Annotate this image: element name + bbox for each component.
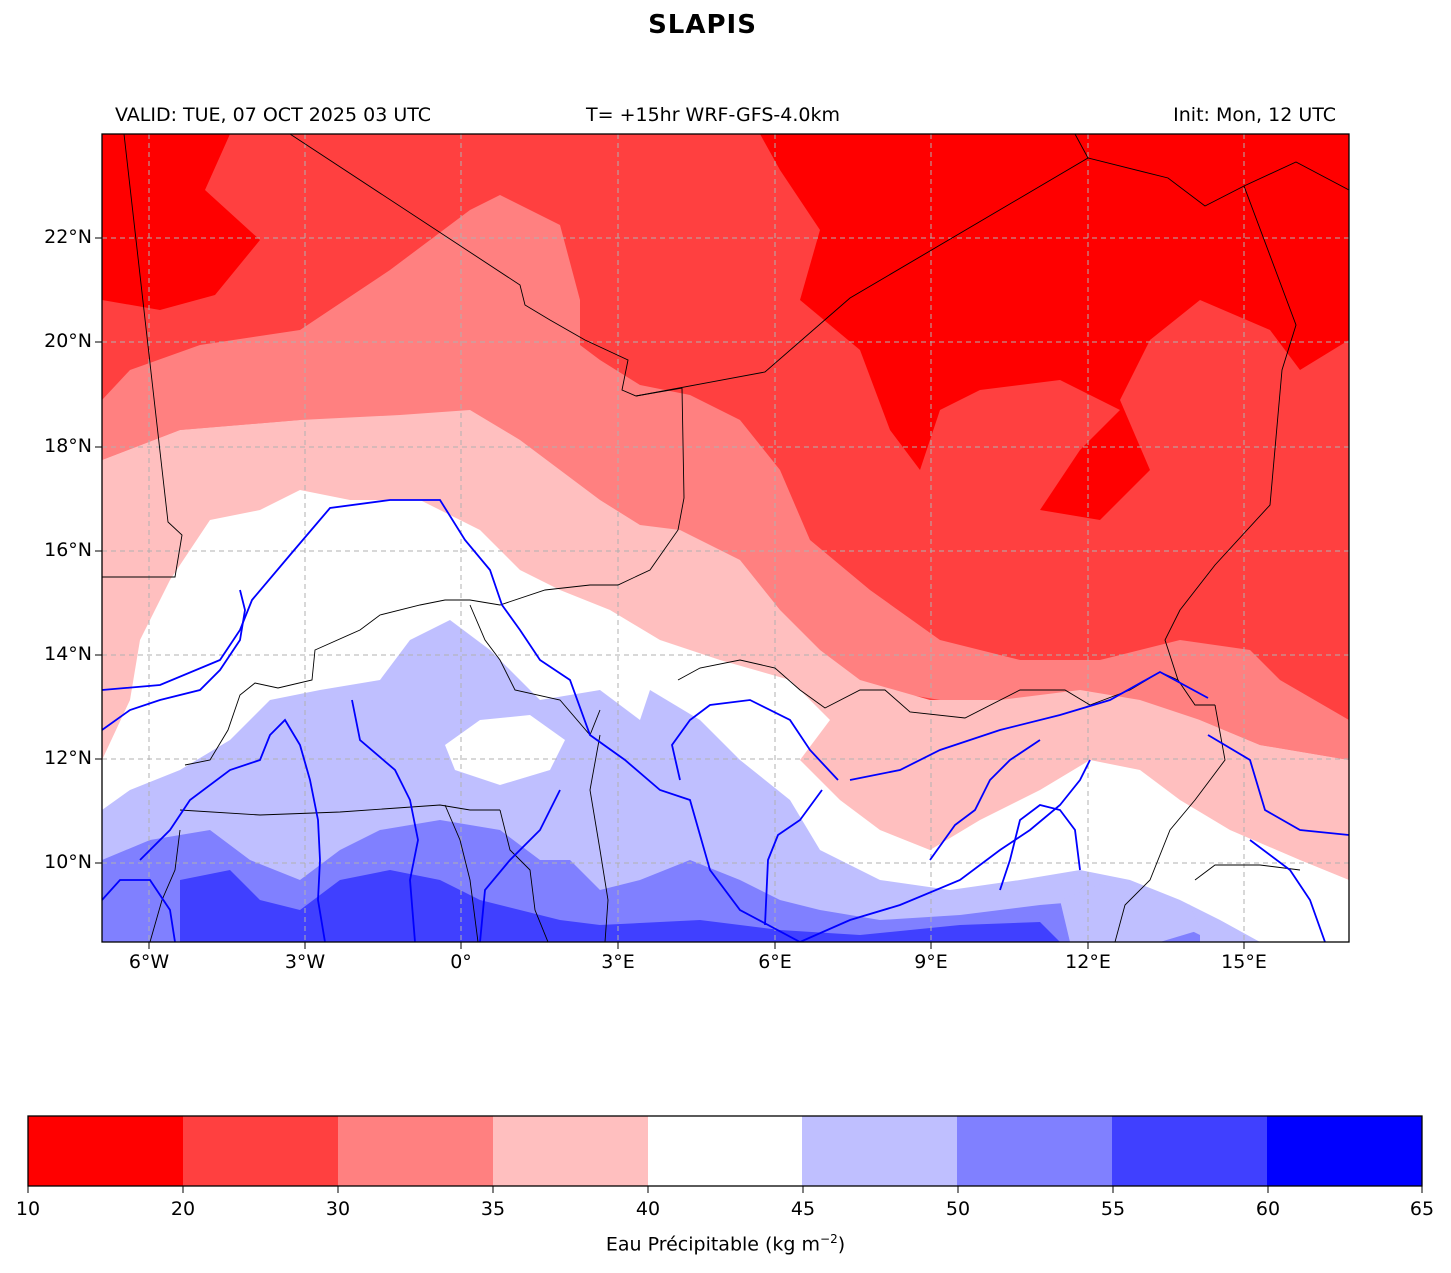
country-borders <box>102 134 1349 942</box>
field-band-55-60 <box>180 870 1060 942</box>
border-ghana-togo <box>444 804 479 942</box>
field-band-30-35 <box>102 195 1349 760</box>
border-benin-nigeria <box>589 734 609 942</box>
colorbar-label: Eau Précipitable (kg m−2) <box>0 1232 1451 1255</box>
forecast-model-label: T= +15hr WRF-GFS-4.0km <box>586 104 840 126</box>
colorbar-swatch <box>183 1116 338 1186</box>
river-senegal-upper <box>102 589 246 731</box>
colorbar-swatch <box>957 1116 1112 1186</box>
lat-label: 20°N <box>44 330 92 352</box>
border-mali-algeria <box>289 134 683 397</box>
valid-time-label: VALID: TUE, 07 OCT 2025 03 UTC <box>115 104 431 126</box>
map-title: SLAPIS <box>648 10 757 40</box>
river-gongola <box>929 739 1041 861</box>
lon-label: 6°W <box>128 951 170 973</box>
river-oti <box>479 789 561 942</box>
field-band-10-20-ne <box>760 134 1349 520</box>
lon-label: 15°E <box>1221 951 1267 973</box>
river-volta-white <box>351 699 419 942</box>
colorbar-tick-label: 65 <box>1409 1198 1435 1220</box>
river-kaduna <box>764 789 823 926</box>
border-algeria-niger <box>635 157 1349 397</box>
lat-label: 12°N <box>44 747 92 769</box>
river-ouest-cote <box>102 879 176 942</box>
colorbar-tick-label: 60 <box>1255 1198 1281 1220</box>
river-mono <box>999 804 1081 891</box>
colorbar-tick-label: 50 <box>945 1198 971 1220</box>
colorbar-swatch <box>493 1116 648 1186</box>
lon-label: 3°W <box>284 951 326 973</box>
lat-label: 16°N <box>44 539 92 561</box>
colorbar-swatch <box>648 1116 802 1186</box>
lat-label: 18°N <box>44 435 92 457</box>
colorbar-label-end: ) <box>837 1233 846 1256</box>
border-ghana-cote-divoire <box>149 829 181 942</box>
colorbar-swatch <box>802 1116 957 1186</box>
colorbar-label-exponent: −2 <box>820 1232 838 1246</box>
lon-label: 9°E <box>914 951 948 973</box>
colorbar-swatches <box>28 1116 1422 1186</box>
colorbar-swatch <box>338 1116 493 1186</box>
axis-ticks <box>95 237 1245 949</box>
precipitable-water-map <box>95 133 1350 949</box>
colorbar-tick-label: 20 <box>170 1198 196 1220</box>
colorbar-swatch <box>28 1116 183 1186</box>
lon-label: 3°E <box>601 951 635 973</box>
colorbar-frame <box>27 1115 1423 1187</box>
init-time-label: Init: Mon, 12 UTC <box>1173 104 1336 126</box>
colorbar-swatch <box>1112 1116 1267 1186</box>
river-niger <box>102 499 801 942</box>
lat-label: 22°N <box>44 226 92 248</box>
field-band-10-20-nw <box>102 134 260 310</box>
colorbar-tick-label: 30 <box>325 1198 351 1220</box>
border-cameroon-chad <box>1194 864 1301 881</box>
graticule <box>102 134 1349 942</box>
lon-label: 6°E <box>758 951 792 973</box>
rivers <box>102 499 1349 942</box>
river-logone <box>1207 734 1349 836</box>
field-patch-45-50-east <box>1060 880 1200 942</box>
colorbar-tick-label: 10 <box>15 1198 41 1220</box>
river-komadugu <box>849 670 1209 781</box>
colorbar <box>27 1115 1423 1193</box>
colorbar-tick-label: 55 <box>1100 1198 1126 1220</box>
border-nigeria-cameroon <box>1114 704 1226 942</box>
colorbar-ticks <box>27 1186 1423 1193</box>
border-mali-niger <box>184 387 685 766</box>
border-togo-benin <box>499 809 549 942</box>
field-patch-40-45-center <box>445 715 565 785</box>
lat-label: 14°N <box>44 643 92 665</box>
lon-label: 12°E <box>1065 951 1111 973</box>
colorbar-tick-label: 40 <box>635 1198 661 1220</box>
river-sokoto <box>671 699 839 781</box>
map-frame <box>101 133 1350 943</box>
border-libya-chad <box>1074 134 1089 159</box>
border-burkina-ghana <box>179 804 500 816</box>
colorbar-swatch <box>1267 1116 1422 1186</box>
colorbar-tick-label: 35 <box>480 1198 506 1220</box>
border-niger-nigeria <box>677 659 1179 719</box>
lon-label: 0° <box>450 951 472 973</box>
colorbar-tick-label: 45 <box>790 1198 816 1220</box>
lat-label: 10°N <box>44 851 92 873</box>
river-benue <box>799 759 1091 942</box>
border-mauritania-mali <box>102 134 183 578</box>
river-volta-black <box>139 718 326 942</box>
river-chari <box>1249 839 1326 942</box>
colorbar-label-main: Eau Précipitable (kg m <box>605 1233 821 1256</box>
border-niger-chad <box>1164 185 1297 706</box>
map-field <box>102 134 1349 942</box>
